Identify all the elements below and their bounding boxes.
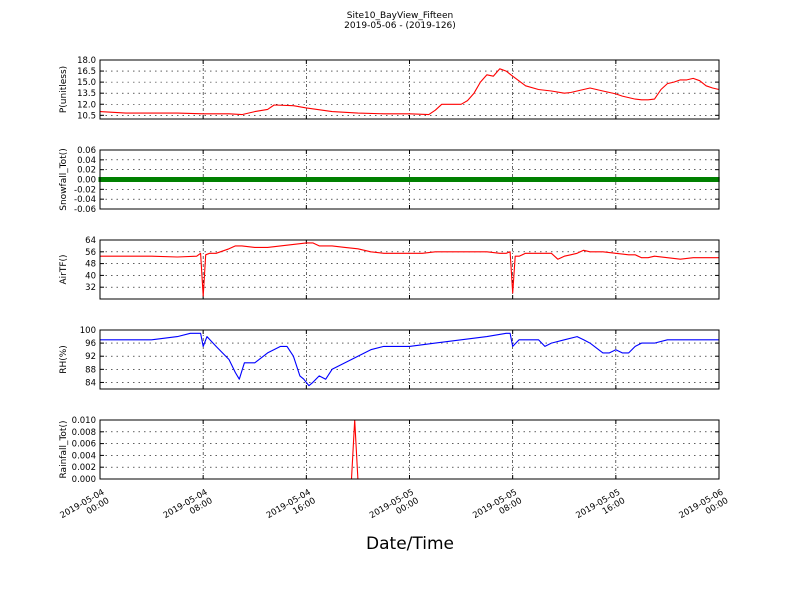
- y-tick-label: -0.04: [74, 195, 96, 205]
- y-tick-label: 13.5: [77, 89, 96, 99]
- y-tick-label: 10.5: [77, 111, 96, 121]
- y-tick-label: 0.004: [72, 451, 96, 461]
- y-tick-label: 18.0: [77, 56, 96, 66]
- y-tick-label: -0.02: [74, 185, 96, 195]
- y-tick-label: 48: [85, 260, 96, 270]
- y-tick-label: 92: [85, 352, 96, 362]
- y-axis-label: RH(%): [59, 345, 69, 374]
- y-tick-label: 0.008: [72, 428, 96, 438]
- y-tick-label: 88: [85, 365, 96, 375]
- panel-snowfall-tot: -0.06-0.04-0.020.000.020.040.06 Snowfall_…: [59, 146, 720, 215]
- y-tick-label: 16.5: [77, 67, 96, 77]
- x-tick-label: 2019-05-0500:00: [368, 488, 421, 530]
- y-tick-label: 0.000: [72, 475, 96, 485]
- y-tick-label: 100: [80, 326, 96, 336]
- y-tick-label: 0.010: [72, 416, 96, 426]
- y-tick-label: 0.04: [77, 156, 96, 166]
- y-tick-label: 0.02: [77, 166, 96, 176]
- panel-rh: 84 88 92 96 100 RH(%): [59, 326, 720, 390]
- plot-frame: [99, 329, 720, 390]
- chart-title: Site10_BayView_Fifteen: [346, 11, 454, 21]
- y-tick-label: 96: [85, 339, 96, 349]
- series-line: [100, 332, 719, 387]
- y-tick-label: 84: [85, 378, 96, 388]
- plot-frame: [99, 149, 720, 210]
- x-tick-label: 2019-05-0516:00: [574, 488, 627, 530]
- y-tick-label: 0.00: [77, 176, 96, 186]
- y-tick-label: 64: [85, 236, 96, 246]
- y-tick-label: 32: [85, 283, 96, 293]
- y-axis-label: P(unitless): [59, 66, 69, 113]
- plot-frame: [99, 59, 720, 120]
- plot-frame: [99, 239, 720, 300]
- x-axis-label: Date/Time: [366, 534, 454, 554]
- panel-p-unitless: 10.512.013.515.016.518.0 P(unitless): [59, 56, 720, 121]
- x-tick-label: 2019-05-0416:00: [265, 488, 318, 530]
- y-axis-label: Snowfall_Tot(): [59, 148, 69, 211]
- y-tick-label: 12.0: [77, 100, 96, 110]
- series-line: [99, 68, 720, 116]
- y-tick-label: 15.0: [77, 78, 96, 88]
- y-axis-label: AirTF(): [59, 254, 69, 284]
- y-axis-label: Rainfall_Tot(): [59, 421, 69, 479]
- y-tick-label: 56: [85, 248, 96, 258]
- y-tick-label: 0.06: [77, 146, 96, 156]
- x-tick-label: 2019-05-0600:00: [678, 488, 731, 530]
- y-tick-label: -0.06: [74, 205, 96, 215]
- x-tick-label: 2019-05-0400:00: [59, 488, 112, 530]
- y-tick-label: 0.002: [72, 463, 96, 473]
- y-tick-label: 40: [85, 271, 96, 281]
- chart-subtitle: 2019-05-06 - (2019-126): [344, 21, 456, 31]
- x-tick-label: 2019-05-0408:00: [162, 488, 215, 530]
- x-tick-label: 2019-05-0508:00: [471, 488, 524, 530]
- plot-frame: [99, 419, 720, 480]
- y-tick-label: 0.006: [72, 440, 96, 450]
- series-line: [100, 242, 719, 297]
